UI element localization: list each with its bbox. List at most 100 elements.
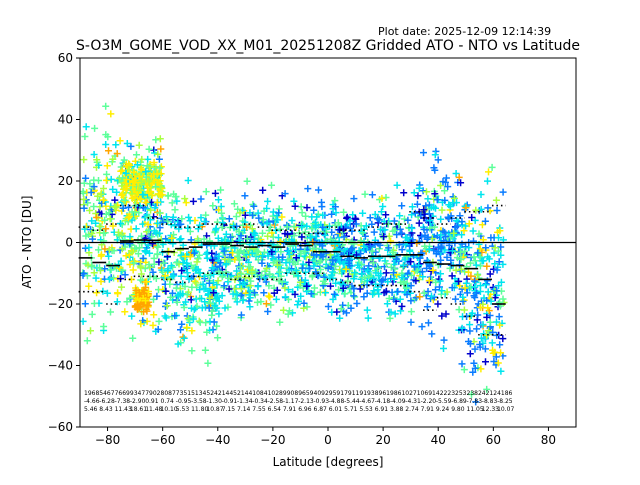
- scatter-point: [139, 191, 147, 199]
- scatter-point: [98, 251, 105, 259]
- scatter-point: [342, 265, 350, 273]
- scatter-point: [486, 270, 494, 278]
- scatter-point: [141, 238, 149, 245]
- scatter-point: [413, 200, 421, 208]
- bin-stat-text: -1.34: [237, 398, 253, 405]
- scatter-point: [462, 204, 470, 212]
- scatter-point: [144, 155, 152, 163]
- scatter-point: [396, 225, 404, 233]
- scatter-point: [458, 360, 466, 368]
- scatter-point: [129, 334, 137, 342]
- bin-stat-text: 6.01: [329, 406, 343, 413]
- scatter-point: [255, 214, 263, 222]
- scatter-point: [241, 211, 249, 219]
- scatter-point: [149, 268, 157, 276]
- scatter-point: [381, 226, 389, 234]
- scatter-point: [372, 269, 380, 277]
- scatter-point: [222, 230, 230, 238]
- scatter-point: [130, 259, 138, 267]
- bin-stat-text: 0691: [421, 390, 436, 397]
- scatter-point: [129, 266, 137, 274]
- scatter-point: [172, 193, 180, 200]
- scatter-point: [492, 196, 500, 204]
- scatter-point: [418, 233, 426, 241]
- scatter-point: [169, 263, 177, 271]
- scatter-point: [350, 240, 358, 248]
- scatter-point: [300, 299, 308, 307]
- scatter-point: [291, 290, 299, 298]
- scatter-point: [331, 203, 339, 211]
- bin-stat-text: 9193: [359, 390, 374, 397]
- bin-stat-text: -6.89: [451, 398, 467, 405]
- bin-stat-text: 5134: [191, 390, 206, 397]
- scatter-point: [100, 323, 108, 330]
- scatter-point: [474, 271, 482, 279]
- scatter-point: [121, 196, 129, 204]
- scatter-point: [304, 185, 312, 193]
- scatter-point: [189, 315, 197, 323]
- scatter-point: [359, 209, 367, 217]
- scatter-point: [481, 217, 489, 225]
- scatter-point: [170, 231, 177, 239]
- scatter-point: [449, 199, 457, 207]
- scatter-point: [493, 287, 501, 295]
- scatter-point: [204, 359, 212, 367]
- scatter-point: [420, 206, 428, 214]
- scatter-point: [217, 259, 225, 267]
- scatter-point: [497, 278, 505, 286]
- scatter-point: [306, 234, 314, 242]
- scatter-point: [384, 220, 392, 228]
- scatter-point: [281, 293, 289, 301]
- scatter-point: [167, 262, 175, 270]
- scatter-point: [407, 282, 415, 290]
- scatter-point: [183, 269, 191, 277]
- scatter-point: [364, 266, 372, 274]
- scatter-point: [218, 273, 226, 281]
- scatter-point: [483, 277, 491, 285]
- scatter-point: [311, 284, 318, 292]
- scatter-point: [80, 204, 88, 212]
- scatter-point: [484, 288, 492, 296]
- scatter-point: [457, 179, 465, 187]
- scatter-point: [84, 261, 92, 269]
- scatter-point: [451, 194, 458, 202]
- scatter-point: [92, 210, 100, 217]
- scatter-point: [196, 221, 204, 229]
- scatter-point: [95, 208, 103, 216]
- scatter-point: [288, 217, 296, 224]
- scatter-point: [471, 364, 479, 372]
- x-tick-label: −60: [150, 433, 175, 447]
- scatter-point: [277, 248, 285, 256]
- scatter-point: [225, 215, 233, 223]
- scatter-point: [466, 321, 474, 329]
- scatter-point: [99, 196, 107, 204]
- scatter-point: [369, 290, 377, 298]
- bin-stat-text: 9908: [283, 390, 298, 397]
- scatter-point: [280, 306, 287, 314]
- scatter-point: [303, 282, 311, 290]
- scatter-point: [425, 277, 433, 285]
- scatter-point: [363, 306, 371, 314]
- scatter-point: [449, 247, 456, 255]
- scatter-point: [96, 264, 103, 272]
- scatter-point: [491, 260, 499, 268]
- scatter-point: [161, 312, 169, 320]
- bin-stat-text: -4.88: [329, 398, 345, 405]
- scatter-point: [488, 339, 496, 347]
- scatter-point: [440, 336, 448, 344]
- scatter-point: [160, 259, 168, 267]
- scatter-point: [118, 283, 125, 291]
- scatter-point: [93, 214, 101, 221]
- scatter-point: [363, 289, 371, 297]
- scatter-point: [420, 289, 428, 297]
- scatter-point: [412, 294, 420, 302]
- scatter-point: [368, 191, 376, 199]
- scatter-point: [159, 218, 167, 226]
- scatter-point: [132, 286, 140, 294]
- bin-stat-text: 4186: [497, 390, 512, 397]
- scatter-point: [113, 150, 121, 158]
- scatter-point: [364, 314, 372, 322]
- scatter-point: [174, 340, 182, 348]
- bin-stat-text: 11.48: [145, 406, 162, 413]
- scatter-point: [458, 324, 466, 332]
